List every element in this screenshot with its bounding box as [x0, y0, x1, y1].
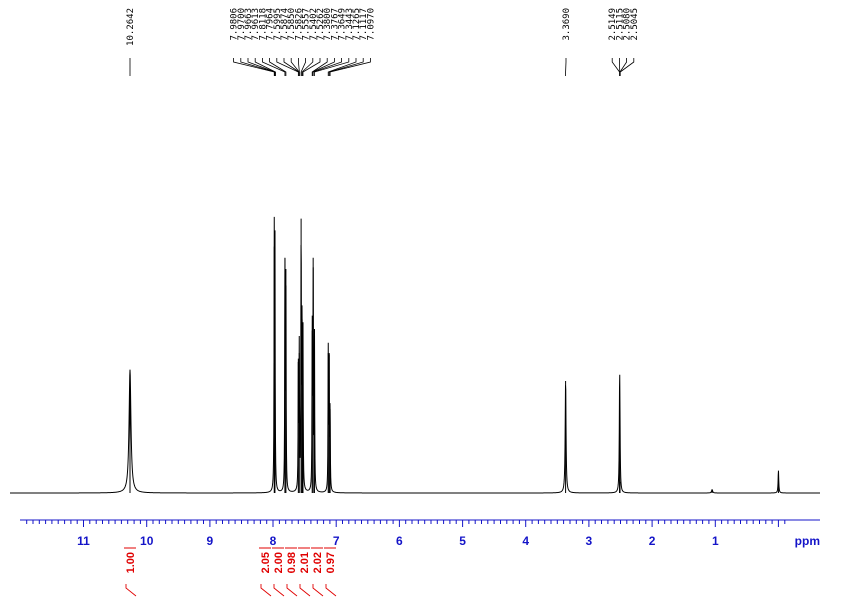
integral-bracket	[286, 584, 298, 597]
peak-label: 7.1117	[359, 8, 369, 41]
integral-bracket	[260, 584, 272, 597]
peak-label: 7.5826	[294, 8, 304, 41]
integral-value: 1.00	[125, 552, 137, 573]
peak-label-leader	[329, 58, 371, 76]
integral-value: 0.98	[286, 552, 298, 573]
peak-label-leader	[327, 58, 357, 76]
peak-label: 2.5149	[608, 8, 618, 41]
integral-bracket	[299, 584, 311, 597]
peak-label: 7.5262	[316, 8, 326, 41]
integral-bracket	[273, 584, 285, 597]
integral-value: 0.97	[325, 552, 337, 573]
peak-label: 7.8118	[258, 8, 268, 41]
x-axis: 11 10 9 8 7 6 5 4 3 2 1 ppm	[20, 519, 820, 548]
x-tick-label: 8	[270, 534, 277, 548]
peak-label: 7.1265	[352, 8, 362, 41]
peak-label-layer: 10.2642 7.98067.97007.96637.96137.81187.7…	[126, 8, 640, 76]
peak-label: 7.3767	[330, 8, 340, 41]
peak-label: 7.3443	[345, 8, 355, 41]
peak-label: 7.3800	[323, 8, 333, 41]
x-tick-label: 6	[396, 534, 403, 548]
peak-label-leader	[312, 58, 335, 76]
spectrum-layer	[10, 216, 820, 494]
peak-label-leader	[611, 58, 620, 76]
x-tick-label: 11	[77, 534, 90, 548]
x-tick-label: 9	[207, 534, 214, 548]
peak-label: 3.3690	[562, 8, 572, 41]
peak-label: 7.5402	[309, 8, 319, 41]
integral-bracket	[312, 584, 324, 597]
peak-label-leader	[619, 58, 635, 76]
peak-label-leader	[261, 58, 286, 76]
x-tick-label: 4	[522, 534, 529, 548]
peak-label-leader	[301, 58, 314, 76]
x-tick-label: 7	[333, 534, 340, 548]
peak-label: 7.5874	[280, 8, 290, 41]
peak-label: 7.5995	[273, 8, 283, 41]
integral-value: 2.01	[299, 552, 311, 573]
x-axis-title: ppm	[795, 534, 820, 548]
peak-label: 2.5080	[623, 8, 633, 41]
peak-label: 7.9663	[244, 8, 254, 41]
peak-label-leader	[254, 58, 276, 76]
integral-bracket	[325, 584, 337, 597]
x-tick-label: 2	[649, 534, 656, 548]
x-tick-label: 1	[712, 534, 719, 548]
peak-label-leader	[619, 58, 627, 76]
integral-value: 2.02	[312, 552, 324, 573]
peak-label: 7.9700	[237, 8, 247, 41]
peak-label-leader	[247, 58, 276, 76]
peak-label-leader	[300, 58, 307, 76]
peak-label-leader	[276, 58, 299, 76]
integral-bracket	[125, 584, 137, 597]
peak-label-leader	[302, 58, 321, 76]
peak-label: 7.0970	[366, 8, 376, 41]
peak-label-leader	[269, 58, 287, 76]
peak-label: 10.2642	[126, 8, 136, 46]
integral-value: 2.05	[260, 552, 272, 573]
x-tick-label: 5	[459, 534, 466, 548]
peak-label: 7.9613	[251, 8, 261, 41]
peak-label: 2.5045	[630, 8, 640, 41]
peak-label: 7.5557	[302, 8, 312, 41]
x-tick-label: 3	[586, 534, 593, 548]
peak-label: 7.7964	[266, 8, 276, 41]
integral-layer: 1.00 2.05 2.00 0.98 2.01 2.02 0.97	[124, 547, 337, 597]
peak-label-leader	[312, 58, 343, 76]
peak-label-leader	[297, 58, 300, 76]
peak-label-leader	[233, 58, 275, 76]
x-tick-label: 10	[140, 534, 154, 548]
integral-value: 2.00	[273, 552, 285, 573]
peak-label: 2.5115	[615, 8, 625, 41]
spectrum-trace	[10, 216, 820, 494]
peak-label-leader	[314, 58, 350, 76]
peak-label: 7.9806	[230, 8, 240, 41]
peak-label: 7.3649	[338, 8, 348, 41]
peak-label-leader	[328, 58, 364, 76]
peak-label: 7.5850	[287, 8, 297, 41]
